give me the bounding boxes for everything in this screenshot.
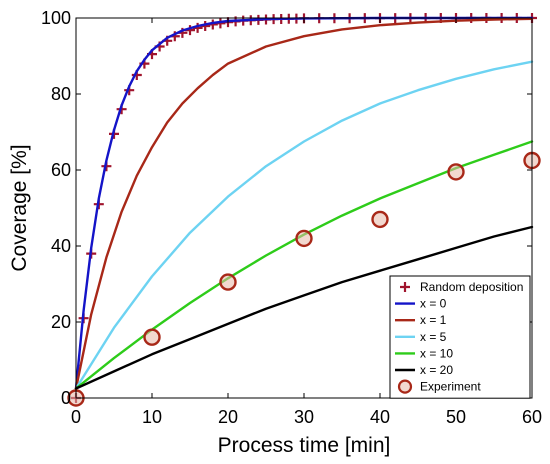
data-point (143, 328, 161, 346)
x-tick-label: 50 (446, 407, 466, 427)
series-layer (67, 13, 541, 407)
series-2 (74, 17, 534, 390)
x-tick-label: 60 (522, 407, 542, 427)
y-tick-label: 100 (41, 8, 71, 28)
series-line (74, 225, 534, 390)
legend-label: x = 0 (420, 297, 447, 311)
data-point (295, 229, 313, 248)
legend-swatch (400, 282, 410, 292)
legend-label: x = 10 (420, 346, 453, 360)
y-tick-label: 80 (51, 84, 71, 104)
series-line (74, 16, 534, 390)
x-tick-label: 30 (294, 407, 314, 427)
legend-label: x = 5 (420, 330, 447, 344)
y-tick-label: 0 (61, 388, 71, 408)
legend: Random deposition x = 0 x = 1 x = 5 x = 10 x … (389, 275, 531, 399)
series-line (74, 17, 534, 390)
x-axis-label: Process time [min] (218, 434, 391, 457)
legend-label: Experiment (420, 380, 481, 394)
legend-label: Random deposition (420, 280, 523, 294)
legend-entry: Random deposition (400, 280, 523, 294)
legend-entry: x = 1 (395, 313, 447, 327)
y-axis-label: Coverage [%] (8, 144, 31, 271)
legend-swatch (397, 379, 413, 394)
series-6 (67, 151, 541, 407)
series-line (74, 60, 534, 390)
tick-labels: 0 10 20 30 40 50 60 0 20 40 60 80 100 (41, 8, 542, 427)
legend-entry: x = 20 (395, 363, 453, 377)
legend-label: x = 20 (420, 363, 453, 377)
x-tick-label: 0 (71, 407, 81, 427)
legend-entry: x = 10 (395, 346, 453, 360)
y-tick-label: 20 (51, 312, 71, 332)
data-point (219, 273, 237, 291)
x-tick-label: 10 (142, 407, 162, 427)
x-tick-label: 20 (218, 407, 238, 427)
x-tick-label: 40 (370, 407, 390, 427)
legend-entry: x = 5 (395, 330, 447, 344)
data-point (447, 163, 465, 181)
series-3 (74, 60, 534, 390)
legend-entry: x = 0 (395, 297, 447, 311)
series-5 (74, 225, 534, 390)
data-point (371, 210, 389, 229)
legend-label: x = 1 (420, 313, 447, 327)
y-tick-label: 40 (51, 236, 71, 256)
y-tick-label: 60 (51, 160, 71, 180)
series-1 (74, 16, 534, 390)
legend-entry: Experiment (397, 379, 481, 394)
